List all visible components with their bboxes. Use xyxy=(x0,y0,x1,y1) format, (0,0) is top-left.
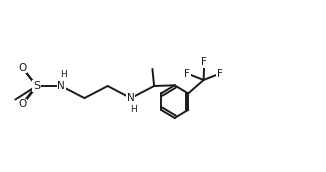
Text: F: F xyxy=(184,69,190,79)
Text: F: F xyxy=(201,57,207,67)
Text: O: O xyxy=(18,62,26,73)
Text: S: S xyxy=(33,81,40,91)
Text: N: N xyxy=(57,81,65,91)
Text: N: N xyxy=(127,93,135,103)
Text: F: F xyxy=(217,69,223,79)
Text: H: H xyxy=(61,70,67,79)
Text: H: H xyxy=(130,105,137,114)
Text: O: O xyxy=(18,99,26,110)
